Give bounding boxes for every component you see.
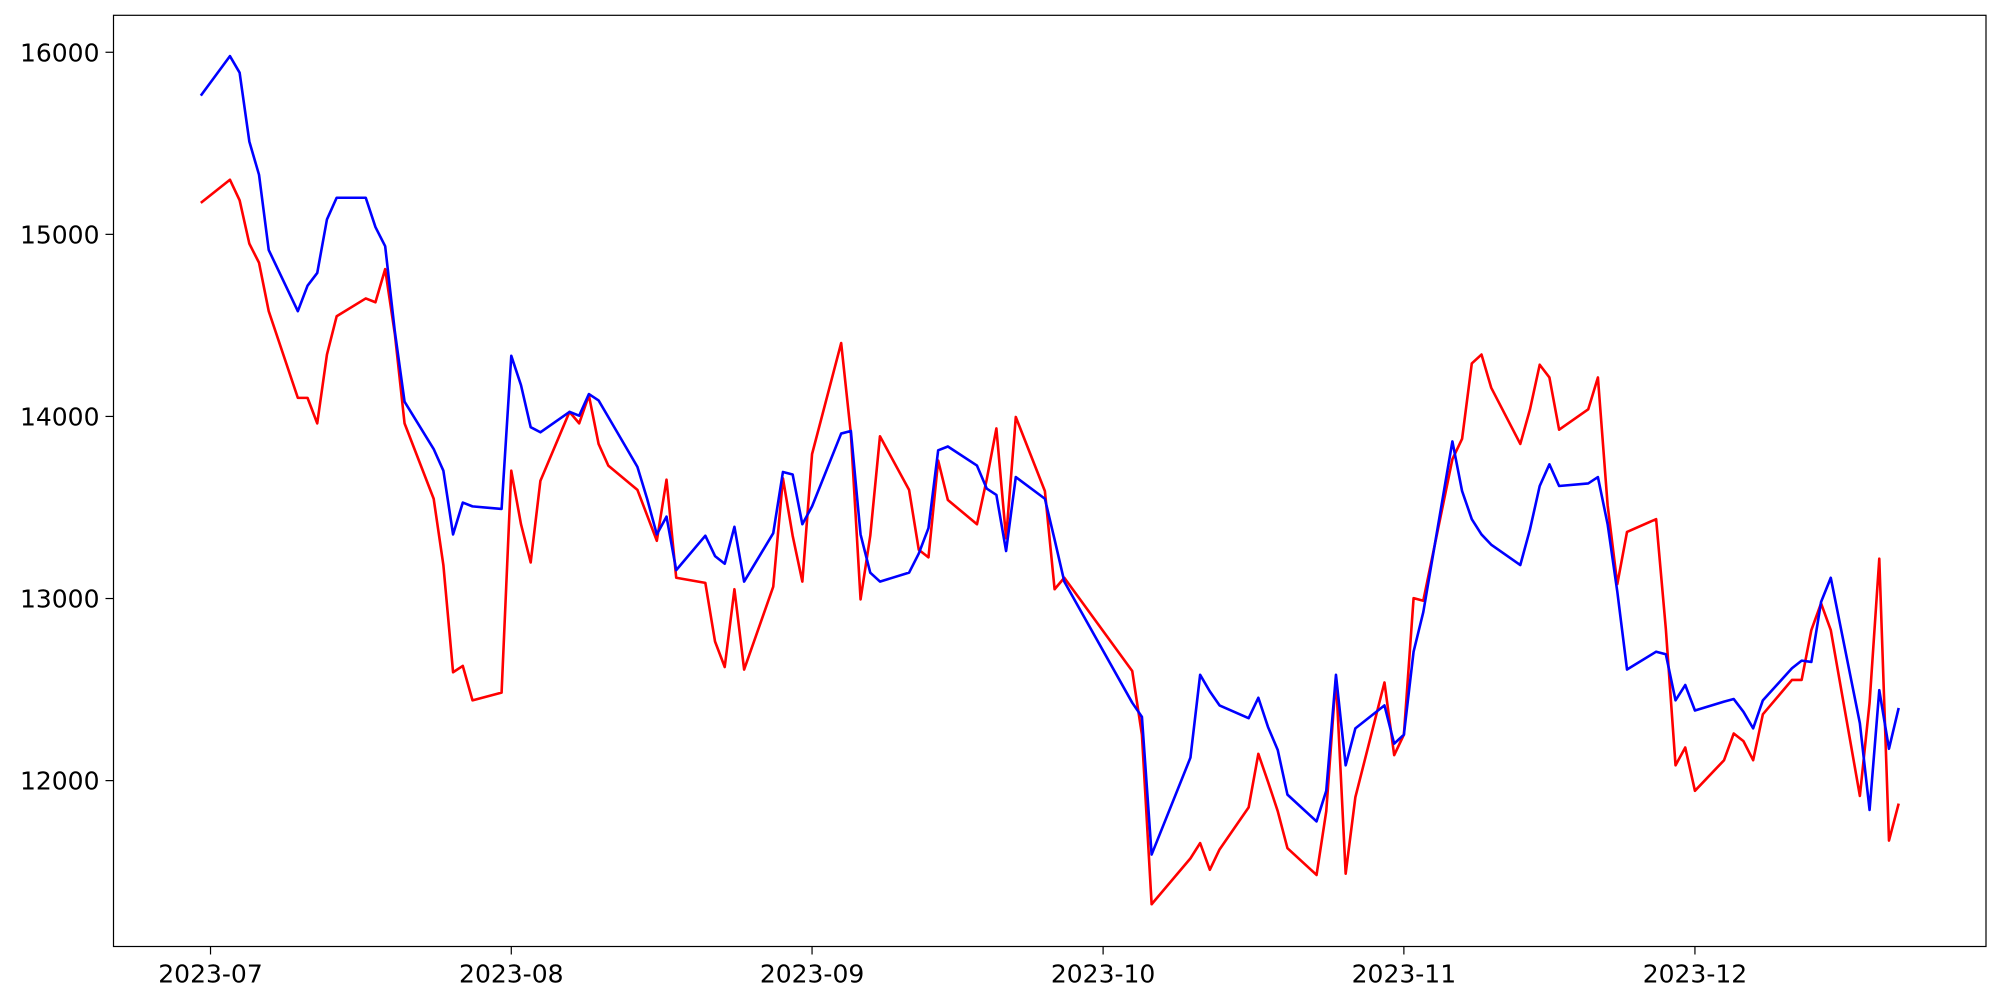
x-tick-label: 2023-08 bbox=[459, 960, 563, 989]
x-tick-label: 2023-07 bbox=[158, 960, 262, 989]
series-line bbox=[200, 178, 1900, 906]
y-tick-label: 13000 bbox=[20, 585, 100, 614]
plot-frame bbox=[112, 14, 1987, 948]
x-tick-label: 2023-10 bbox=[1051, 960, 1155, 989]
y-tick-label: 16000 bbox=[20, 38, 100, 67]
series-line bbox=[199, 54, 1900, 856]
x-tick-label: 2023-09 bbox=[760, 960, 864, 989]
y-tick-label: 15000 bbox=[20, 220, 100, 249]
y-tick-label: 14000 bbox=[20, 402, 100, 431]
x-tick-label: 2023-11 bbox=[1352, 960, 1456, 989]
x-tick-label: 2023-12 bbox=[1643, 960, 1747, 989]
y-tick-label: 12000 bbox=[20, 767, 100, 796]
